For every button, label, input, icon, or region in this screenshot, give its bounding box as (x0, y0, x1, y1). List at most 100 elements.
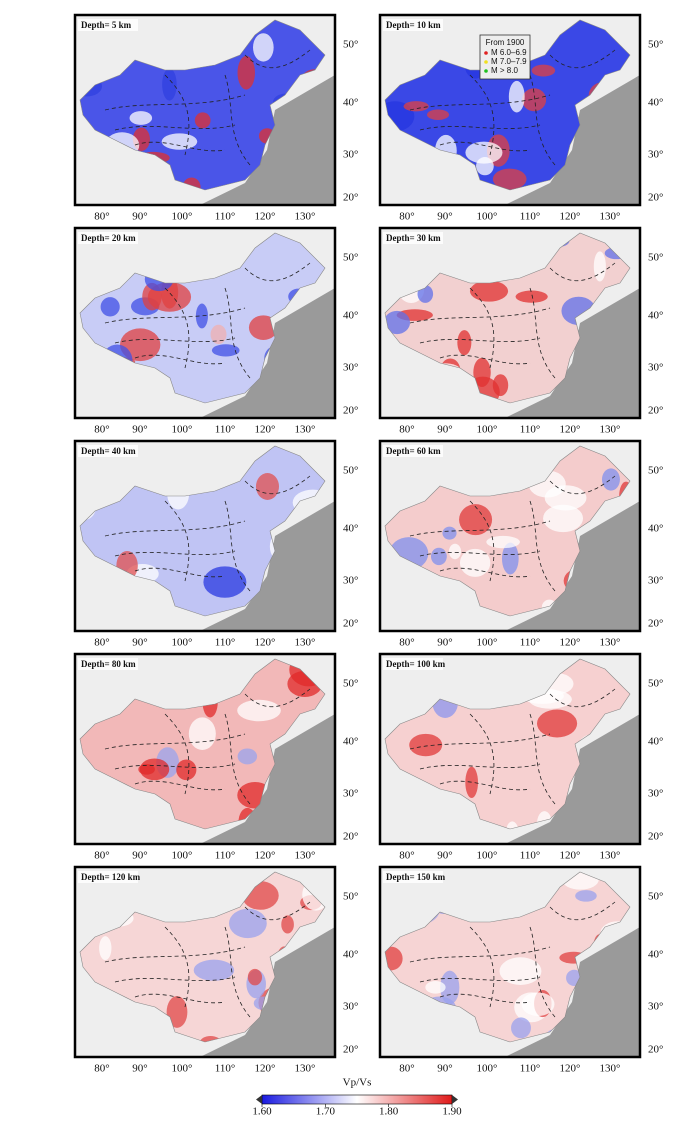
lat-label: 50° (343, 891, 358, 903)
fault (134, 567, 226, 578)
anomaly (194, 112, 211, 129)
fault (164, 74, 190, 156)
frame (73, 865, 337, 1059)
lat-label: 20° (648, 618, 663, 630)
fault (114, 976, 236, 983)
lon-label: 90° (437, 850, 452, 862)
lat-label: 40° (343, 736, 358, 748)
lon-label: 110° (520, 424, 541, 436)
lat-label: 30° (343, 788, 358, 800)
border (79, 871, 326, 1043)
fault (164, 287, 190, 369)
lon-label: 80° (399, 637, 414, 649)
lon-label: 120° (255, 1063, 276, 1075)
lat-label: 20° (343, 192, 358, 204)
anomaly (138, 763, 155, 775)
border (79, 658, 326, 830)
map-panel: Depth= 20 km 80° 90° 100° 110° 120° 130° 50° 40°… (73, 226, 358, 436)
fault (549, 262, 616, 282)
fault (244, 49, 311, 69)
fault (104, 733, 246, 750)
frame (378, 226, 642, 420)
fault (439, 780, 531, 791)
lon-label: 90° (132, 850, 147, 862)
fault (549, 688, 616, 708)
anomaly (506, 821, 519, 829)
label-bg (383, 232, 443, 244)
legend-title: From 1900 (486, 38, 525, 47)
lat-label: 40° (648, 523, 663, 535)
frame (378, 652, 642, 846)
label-bg (78, 445, 138, 457)
legend-item: M 6.0–6.9 (491, 48, 527, 57)
anomaly (544, 485, 587, 511)
fault (164, 500, 190, 582)
anomaly (281, 915, 294, 934)
fault (549, 901, 616, 921)
ocean (200, 501, 335, 631)
depth-label: Depth= 100 km (386, 659, 446, 669)
lon-label: 110° (215, 211, 236, 223)
map-panel: Depth= 10 km 80° 90° 100° 110° 120° 130° 50° 40°… (378, 13, 663, 223)
lon-label: 120° (560, 1063, 581, 1075)
fault (409, 946, 551, 963)
anomaly (210, 324, 227, 345)
fault (529, 287, 556, 379)
lon-label: 90° (132, 424, 147, 436)
anomaly (176, 759, 197, 781)
anomaly (531, 64, 556, 77)
lat-label: 20° (648, 1044, 663, 1056)
fault (224, 500, 251, 592)
anomaly (440, 970, 460, 1005)
lat-label: 40° (343, 310, 358, 322)
ocean (505, 501, 640, 631)
lon-label: 80° (94, 850, 109, 862)
lat-label: 40° (648, 736, 663, 748)
lon-label: 130° (295, 850, 316, 862)
fault (529, 926, 556, 1018)
frame (73, 652, 337, 846)
anomaly (237, 748, 258, 765)
ocean (505, 288, 640, 418)
colorbar-label: Vp/Vs (343, 1077, 372, 1089)
legend-box (479, 34, 531, 80)
lon-label: 100° (477, 424, 498, 436)
lon-label: 110° (215, 850, 236, 862)
fault (409, 307, 551, 324)
colorbar-tick-label: 1.90 (442, 1106, 462, 1118)
anomaly (442, 526, 457, 540)
lat-label: 50° (343, 465, 358, 477)
fault (529, 500, 556, 592)
lon-label: 90° (437, 424, 452, 436)
fault (114, 763, 236, 770)
fault (164, 713, 190, 795)
lat-label: 20° (648, 831, 663, 843)
lat-label: 20° (648, 405, 663, 417)
frame (378, 439, 642, 633)
lon-label: 130° (600, 424, 621, 436)
lat-label: 50° (648, 891, 663, 903)
lat-label: 20° (343, 1044, 358, 1056)
label-bg (383, 658, 443, 670)
fault (439, 993, 531, 1004)
border (79, 445, 326, 617)
lon-label: 130° (295, 1063, 316, 1075)
lon-label: 100° (172, 424, 193, 436)
border (384, 658, 631, 830)
fault (529, 74, 556, 166)
anomaly (501, 542, 519, 575)
lon-label: 80° (94, 424, 109, 436)
lon-label: 100° (172, 1063, 193, 1075)
fault (549, 475, 616, 495)
anomaly (211, 344, 240, 357)
lon-label: 100° (172, 637, 193, 649)
anomaly (476, 157, 494, 176)
depth-label: Depth= 10 km (386, 20, 441, 30)
legend-symbol (484, 51, 488, 55)
lon-label: 90° (437, 211, 452, 223)
lat-label: 30° (648, 1001, 663, 1013)
lat-label: 30° (648, 788, 663, 800)
anomaly (448, 543, 462, 560)
anomaly (522, 88, 547, 112)
